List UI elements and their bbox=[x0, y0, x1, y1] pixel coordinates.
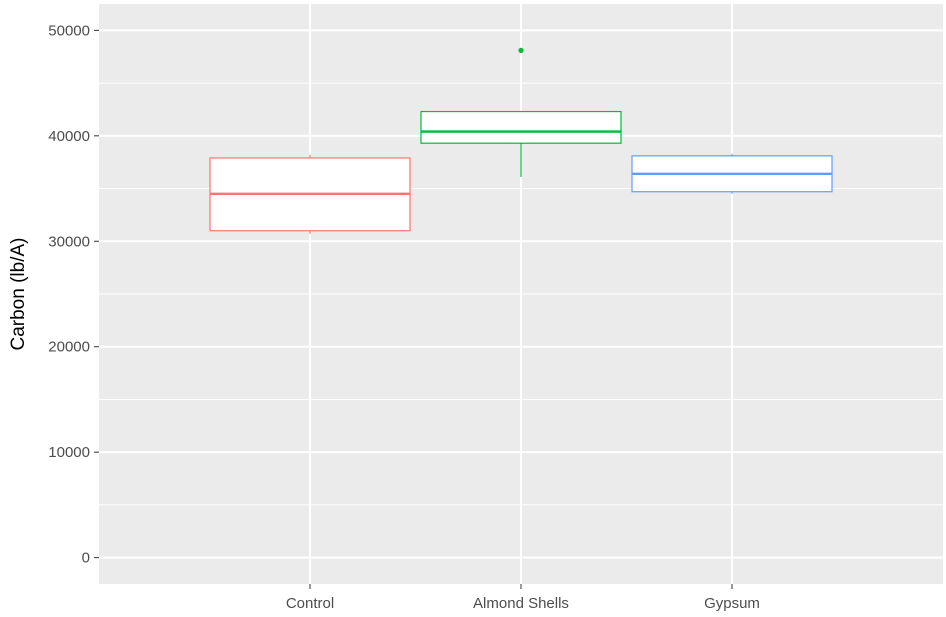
box-iqr bbox=[420, 110, 622, 144]
x-axis: Control Almond Shells Gypsum bbox=[286, 584, 760, 612]
box-almond-shells bbox=[420, 47, 622, 177]
y-tick-label: 10000 bbox=[48, 444, 90, 461]
x-tick-label: Gypsum bbox=[704, 595, 760, 612]
x-tick-label: Almond Shells bbox=[473, 595, 569, 612]
y-tick-label: 0 bbox=[82, 550, 90, 567]
box-control bbox=[209, 154, 411, 234]
y-tick-label: 50000 bbox=[48, 22, 90, 39]
y-tick-label: 30000 bbox=[48, 233, 90, 250]
y-axis-title: Carbon (lb/A) bbox=[8, 238, 29, 351]
x-tick-label: Control bbox=[286, 595, 334, 612]
outlier-point bbox=[518, 47, 524, 54]
box-gypsum bbox=[631, 153, 833, 194]
boxes bbox=[209, 47, 833, 234]
y-axis: 0 10000 20000 30000 40000 50000 bbox=[48, 22, 99, 567]
y-tick-label: 40000 bbox=[48, 128, 90, 145]
y-tick-label: 20000 bbox=[48, 339, 90, 356]
